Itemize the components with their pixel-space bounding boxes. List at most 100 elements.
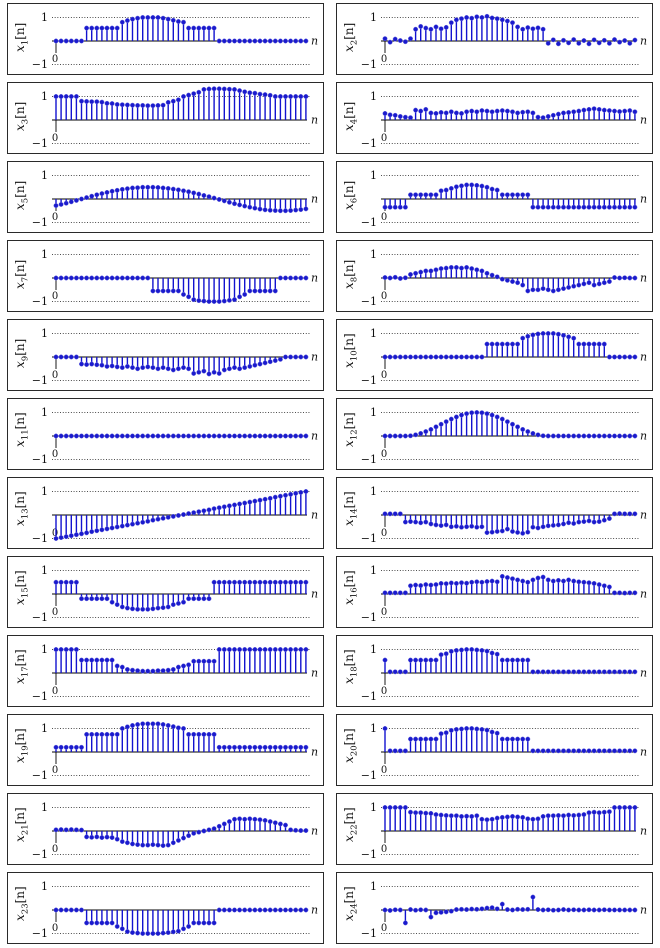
stem-marker (181, 726, 186, 731)
origin-label: 0 (52, 212, 58, 223)
signal-panel-x20: x20[n] 1 −1 n 0 (336, 714, 653, 786)
stem-marker (601, 107, 607, 113)
stem-marker (232, 816, 237, 822)
stem-marker (58, 579, 64, 585)
stem-marker (438, 652, 444, 658)
stem-marker (591, 669, 597, 675)
stem-marker (581, 433, 587, 439)
stem-marker (612, 37, 617, 43)
stem-marker (606, 204, 612, 210)
stem-marker (418, 810, 424, 816)
stem-marker (535, 907, 541, 912)
stem-marker (418, 354, 424, 360)
stem-marker (510, 529, 515, 534)
stem-marker (211, 433, 217, 439)
stem-marker (545, 433, 551, 439)
stem-marker (124, 605, 130, 611)
stem-marker (124, 522, 130, 528)
stem-marker (479, 524, 485, 530)
stem-marker (150, 103, 156, 109)
stem-marker (114, 275, 120, 281)
stem-marker (586, 433, 592, 439)
stem-marker (515, 192, 521, 198)
stem-marker (109, 731, 115, 737)
stem-marker (540, 331, 546, 336)
stem-marker (515, 529, 521, 535)
stem-marker (489, 109, 495, 115)
stem-marker (89, 99, 95, 105)
stem-marker (221, 298, 227, 304)
stem-marker (160, 930, 166, 936)
stem-marker (63, 647, 69, 652)
stem-marker (84, 530, 90, 536)
stem-marker (181, 188, 186, 194)
stem-marker (130, 606, 135, 612)
stem-marker (191, 920, 197, 926)
stem-marker (402, 433, 408, 439)
stem-marker (257, 91, 263, 97)
stem-marker (109, 363, 115, 369)
stem-marker (232, 647, 237, 652)
stem-marker (408, 115, 413, 121)
stem-marker (550, 578, 556, 584)
stem-marker (469, 579, 475, 585)
stem-marker (181, 926, 186, 932)
stems (53, 86, 309, 120)
stem-marker (489, 578, 495, 584)
stem-marker (293, 579, 299, 585)
stem-marker (262, 496, 268, 502)
stem-marker (94, 920, 100, 926)
stem-marker (140, 842, 146, 848)
stem-marker (612, 275, 617, 280)
stem-marker (520, 426, 526, 432)
stem-marker (68, 433, 74, 439)
stem-marker (504, 907, 510, 912)
stem-marker (540, 574, 546, 580)
stem-marker (596, 810, 602, 816)
stem-marker (464, 109, 470, 115)
stem-marker (288, 647, 294, 652)
stem-marker (474, 354, 480, 360)
stem-marker (206, 371, 212, 377)
stem-marker (540, 748, 546, 754)
origin-label: 0 (381, 528, 387, 539)
stem-marker (525, 657, 531, 663)
stem-marker (555, 111, 561, 117)
signal-panel-x18: x18[n] 1 −1 n 0 (336, 635, 653, 707)
stem-marker (499, 416, 505, 422)
stem-marker (571, 204, 577, 210)
stem-marker (186, 366, 192, 372)
stem-marker (216, 197, 222, 202)
stem-marker (443, 354, 449, 360)
stems (53, 907, 309, 936)
stem-marker (89, 25, 95, 31)
stem-marker (433, 522, 439, 528)
stem-marker (247, 647, 253, 652)
stem-marker (392, 274, 398, 280)
stem-marker (186, 433, 192, 439)
stem-marker (68, 579, 74, 585)
stem-marker (216, 505, 222, 511)
stem-marker (469, 647, 475, 652)
stem-marker (109, 920, 115, 926)
stem-marker (175, 19, 181, 24)
stem-marker (272, 433, 278, 439)
stem-marker (479, 726, 485, 732)
stem-marker (303, 489, 309, 494)
stem-marker (262, 817, 268, 823)
stem-marker (237, 579, 243, 585)
stem-marker (145, 931, 151, 936)
stem-marker (591, 341, 597, 347)
stem-marker (226, 907, 232, 913)
stem-marker (196, 191, 202, 197)
stem-marker (448, 185, 454, 191)
stem-marker (53, 203, 59, 209)
stem-marker (206, 299, 212, 304)
stem-marker (576, 519, 582, 525)
stem-marker (211, 920, 217, 926)
origin-label: 0 (52, 686, 58, 697)
stem-marker (135, 15, 141, 21)
stem-marker (298, 94, 304, 99)
stem-marker (443, 522, 449, 528)
stem-marker (469, 182, 475, 188)
